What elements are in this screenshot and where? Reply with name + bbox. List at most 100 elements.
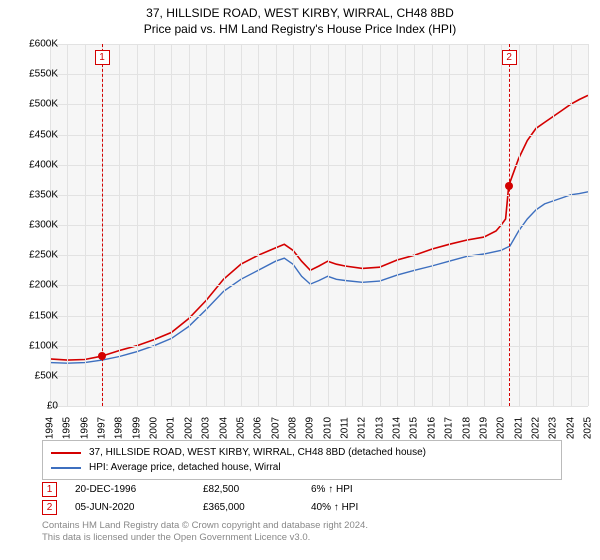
x-tick-label: 1994 [45,417,56,439]
x-tick-label: 2013 [374,417,385,439]
gridline-h [50,74,588,75]
x-tick-label: 2018 [461,417,472,439]
legend-swatch [51,452,81,454]
x-tick-label: 2019 [478,417,489,439]
gridline-v [154,44,155,406]
x-tick-label: 2020 [496,417,507,439]
gridline-h [50,285,588,286]
x-tick-label: 2000 [149,417,160,439]
gridline-v [362,44,363,406]
footnote-line1: Contains HM Land Registry data © Crown c… [42,520,368,532]
gridline-v [119,44,120,406]
marker-row-price: £82,500 [203,484,311,495]
gridline-v [258,44,259,406]
gridline-v [519,44,520,406]
legend-swatch [51,467,81,469]
x-tick-label: 2010 [322,417,333,439]
gridline-h [50,44,588,45]
x-tick-label: 2016 [426,417,437,439]
chart-title-line1: 37, HILLSIDE ROAD, WEST KIRBY, WIRRAL, C… [0,0,600,20]
x-tick-label: 2022 [530,417,541,439]
marker-row-date: 20-DEC-1996 [75,484,203,495]
gridline-v [85,44,86,406]
marker-row: 2 05-JUN-2020£365,00040% ↑ HPI [42,498,401,516]
legend-item: 37, HILLSIDE ROAD, WEST KIRBY, WIRRAL, C… [51,445,553,460]
marker-box-2: 2 [502,50,517,65]
series-hpi [50,192,588,363]
gridline-h [50,255,588,256]
marker-table: 1 20-DEC-1996£82,5006% ↑ HPI 2 05-JUN-2020£… [42,480,401,516]
x-tick-label: 2021 [513,417,524,439]
y-tick-label: £250K [12,250,58,261]
y-tick-label: £450K [12,129,58,140]
gridline-v [276,44,277,406]
gridline-v [588,44,589,406]
x-tick-label: 2012 [357,417,368,439]
y-tick-label: £150K [12,310,58,321]
legend: 37, HILLSIDE ROAD, WEST KIRBY, WIRRAL, C… [42,440,562,480]
x-tick-label: 2015 [409,417,420,439]
marker-row-id: 1 [42,482,57,497]
x-tick-label: 1995 [62,417,73,439]
gridline-v [553,44,554,406]
x-tick-label: 2002 [183,417,194,439]
x-tick-label: 1998 [114,417,125,439]
marker-row: 1 20-DEC-1996£82,5006% ↑ HPI [42,480,401,498]
marker-dot-1 [98,352,106,360]
gridline-h [50,225,588,226]
x-tick-label: 1997 [97,417,108,439]
x-tick-label: 2007 [270,417,281,439]
gridline-v [224,44,225,406]
marker-box-1: 1 [95,50,110,65]
y-tick-label: £600K [12,39,58,50]
x-tick-label: 2023 [548,417,559,439]
x-tick-label: 1999 [131,417,142,439]
legend-item: HPI: Average price, detached house, Wirr… [51,460,553,475]
gridline-v [380,44,381,406]
gridline-v [310,44,311,406]
marker-row-date: 05-JUN-2020 [75,502,203,513]
x-tick-label: 2011 [340,417,351,439]
gridline-v [571,44,572,406]
x-tick-label: 1996 [79,417,90,439]
gridline-v [137,44,138,406]
marker-row-price: £365,000 [203,502,311,513]
gridline-v [449,44,450,406]
y-tick-label: £300K [12,220,58,231]
x-tick-label: 2008 [287,417,298,439]
footnote: Contains HM Land Registry data © Crown c… [42,520,368,545]
x-tick-label: 2006 [253,417,264,439]
gridline-h [50,316,588,317]
marker-dot-2 [505,182,513,190]
gridline-v [293,44,294,406]
x-tick-label: 2004 [218,417,229,439]
gridline-h [50,135,588,136]
chart-container: 37, HILLSIDE ROAD, WEST KIRBY, WIRRAL, C… [0,0,600,560]
gridline-h [50,104,588,105]
y-tick-label: £500K [12,99,58,110]
gridline-v [484,44,485,406]
marker-row-pct: 6% ↑ HPI [311,484,401,495]
y-tick-label: £400K [12,159,58,170]
gridline-v [189,44,190,406]
marker-row-pct: 40% ↑ HPI [311,502,401,513]
gridline-v [206,44,207,406]
gridline-v [467,44,468,406]
legend-label: HPI: Average price, detached house, Wirr… [89,462,281,473]
x-tick-label: 2017 [444,417,455,439]
x-tick-label: 2009 [305,417,316,439]
marker-row-id: 2 [42,500,57,515]
y-tick-label: £200K [12,280,58,291]
gridline-h [50,406,588,407]
gridline-h [50,165,588,166]
legend-label: 37, HILLSIDE ROAD, WEST KIRBY, WIRRAL, C… [89,447,426,458]
gridline-v [536,44,537,406]
x-tick-label: 2005 [235,417,246,439]
gridline-v [241,44,242,406]
gridline-v [171,44,172,406]
gridline-v [501,44,502,406]
y-tick-label: £350K [12,189,58,200]
y-tick-label: £100K [12,340,58,351]
x-tick-label: 2024 [565,417,576,439]
gridline-v [432,44,433,406]
